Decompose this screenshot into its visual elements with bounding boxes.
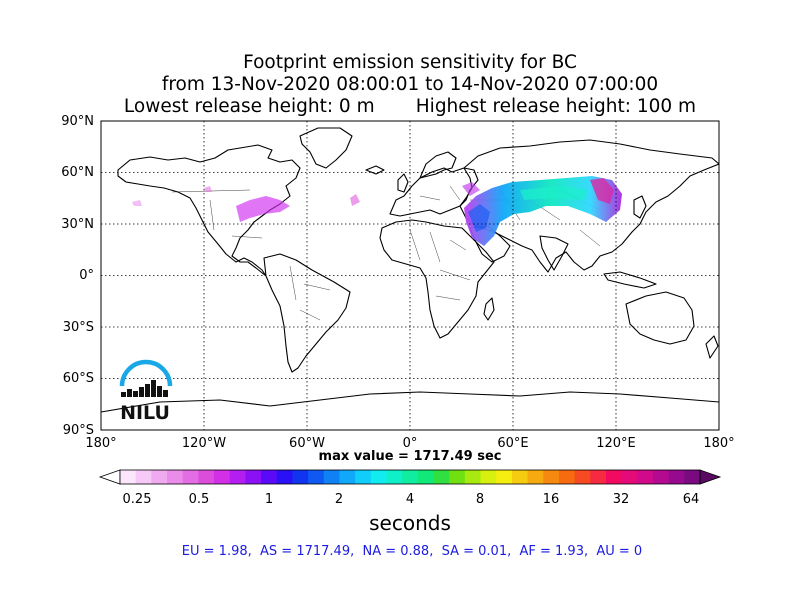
colorbar-swatch [464, 470, 482, 484]
region-values-text: EU = 1.98, AS = 1717.49, NA = 0.88, SA =… [181, 544, 643, 559]
colorbar-unit-label: seconds [369, 511, 451, 535]
colorbar-swatch [590, 470, 607, 484]
title-line-2: from 13-Nov-2020 08:00:01 to 14-Nov-2020… [161, 74, 659, 95]
colorbar-swatch [135, 470, 152, 484]
title-line-1: Footprint emission sensitivity for BC [243, 52, 577, 73]
colorbar-swatch [433, 470, 450, 484]
nilu-logo: NILU [119, 359, 173, 424]
colorbar-swatch [308, 470, 325, 484]
colorbar-swatch [449, 470, 466, 484]
colorbar-swatch [167, 470, 184, 484]
colorbar-tick: 0.25 [122, 492, 152, 507]
colorbar-swatch [355, 470, 372, 484]
colorbar-swatch [402, 470, 419, 484]
colorbar-swatch [292, 470, 309, 484]
colorbar-swatch [323, 470, 341, 484]
colorbar [98, 469, 722, 485]
colorbar-swatch [229, 470, 247, 484]
colorbar-swatch [480, 470, 497, 484]
colorbar-swatch [511, 470, 529, 484]
colorbar-over-triangle [699, 469, 722, 485]
colorbar-outline [119, 469, 701, 485]
lat-label: 60°S [62, 371, 94, 386]
colorbar-swatch [558, 470, 576, 484]
lon-label: 120°W [181, 436, 227, 451]
colorbar-swatch [339, 470, 356, 484]
colorbar-swatch [637, 470, 654, 484]
title-line-3: Lowest release height: 0 m Highest relea… [123, 96, 697, 117]
colorbar-swatch [261, 470, 278, 484]
lat-label: 60°N [61, 165, 94, 180]
colorbar-swatch [652, 470, 670, 484]
lon-label: 60°E [497, 436, 529, 451]
colorbar-swatch [386, 470, 403, 484]
colorbar-swatch [684, 470, 701, 484]
colorbar-swatch [668, 470, 685, 484]
max-value-label: max value = 1717.49 sec [318, 449, 502, 464]
lon-label: 60°W [289, 436, 325, 451]
map-area [101, 121, 719, 430]
colorbar-swatch [417, 470, 435, 484]
colorbar-swatch [245, 470, 262, 484]
lat-label: 90°N [61, 114, 94, 129]
lat-label: 30°S [62, 320, 94, 335]
lon-label: 180° [703, 436, 735, 451]
colorbar-tick: 2 [334, 492, 344, 507]
colorbar-swatch [198, 470, 215, 484]
colorbar-swatch [621, 470, 638, 484]
colorbar-tick: 64 [682, 492, 700, 507]
colorbar-under-triangle [98, 469, 121, 485]
colorbar-swatch [276, 470, 294, 484]
lon-label: 120°E [596, 436, 636, 451]
lon-label: 0° [402, 436, 418, 451]
colorbar-tick: 1 [264, 492, 274, 507]
colorbar-tick: 16 [542, 492, 560, 507]
colorbar-swatch [574, 470, 591, 484]
colorbar-swatch [214, 470, 231, 484]
footprint-plume [132, 176, 622, 246]
colorbar-swatch [527, 470, 544, 484]
lon-label: 180° [85, 436, 117, 451]
lat-label: 90°S [62, 423, 94, 438]
map-frame [100, 120, 720, 431]
colorbar-swatch [370, 470, 388, 484]
graticule [101, 121, 719, 430]
svg-text:NILU: NILU [120, 402, 170, 424]
lat-label: 30°N [61, 217, 94, 232]
colorbar-tick: 4 [405, 492, 415, 507]
colorbar-swatch [151, 470, 168, 484]
colorbar-tick: 8 [475, 492, 485, 507]
colorbar-swatch [605, 470, 623, 484]
lat-label: 0° [79, 268, 94, 283]
colorbar-swatch [120, 470, 137, 484]
colorbar-swatch [182, 470, 199, 484]
colorbar-swatch [496, 470, 513, 484]
colorbar-tick: 0.5 [188, 492, 210, 507]
colorbar-tick: 32 [612, 492, 630, 507]
colorbar-swatch [543, 470, 560, 484]
